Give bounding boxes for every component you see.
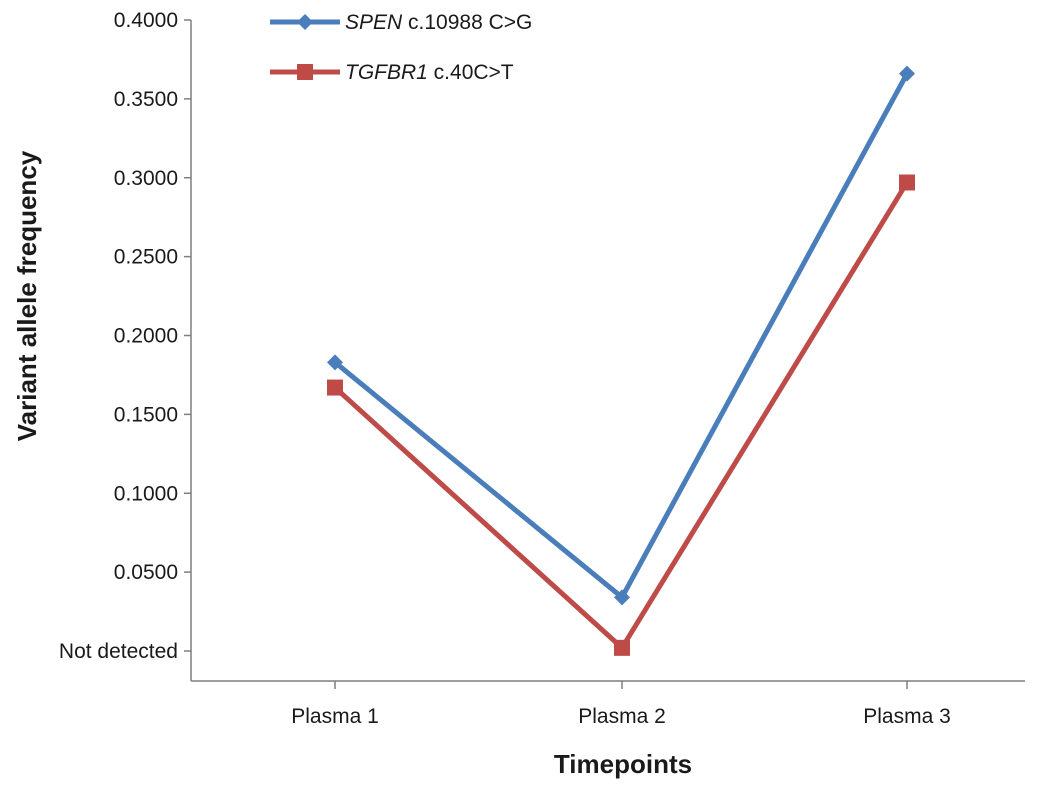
y-tick-label: Not detected [59, 640, 178, 663]
plot-area: 0.4000 0.3500 0.3000 0.2500 0.2000 0.1500 0.10… [59, 9, 1025, 728]
data-point-diamond [899, 65, 915, 82]
legend-marker-diamond [297, 14, 313, 30]
data-point-square [327, 379, 343, 396]
data-point-square [899, 174, 915, 191]
series-spen [327, 65, 915, 606]
legend-variant: c.10988 C>G [402, 11, 532, 34]
legend: SPEN c.10988 C>G TGFBR1 c.40C>T [270, 11, 532, 84]
y-tick-label: 0.3000 [114, 167, 178, 190]
y-tick-label: 0.1500 [114, 403, 178, 426]
legend-variant: c.40C>T [428, 61, 514, 84]
data-point-square [614, 639, 630, 656]
legend-label: TGFBR1 c.40C>T [345, 61, 514, 84]
y-axis-title: Variant allele frequency [12, 150, 42, 441]
x-tick-label: Plasma 1 [291, 705, 379, 728]
y-tick-label: 0.1000 [114, 482, 178, 505]
y-tick-label: 0.2500 [114, 246, 178, 269]
y-tick-label: 0.4000 [114, 9, 178, 32]
legend-marker-square [297, 64, 313, 80]
x-axis-ticks: Plasma 1 Plasma 2 Plasma 3 [291, 681, 951, 728]
legend-gene: TGFBR1 [345, 61, 428, 84]
series-line [333, 181, 910, 651]
legend-label: SPEN c.10988 C>G [345, 11, 532, 34]
y-tick-label: 0.3500 [114, 88, 178, 111]
x-tick-label: Plasma 3 [863, 705, 951, 728]
series-layer [327, 65, 915, 656]
legend-gene: SPEN [345, 11, 403, 34]
legend-item: SPEN c.10988 C>G [270, 11, 532, 34]
series-tgfbr1 [327, 174, 915, 656]
y-tick-label: 0.0500 [114, 561, 178, 584]
x-axis-title: Timepoints [554, 749, 692, 779]
legend-item: TGFBR1 c.40C>T [270, 61, 514, 84]
y-axis-ticks: 0.4000 0.3500 0.3000 0.2500 0.2000 0.1500 0.10… [59, 9, 191, 663]
y-tick-label: 0.2000 [114, 325, 178, 348]
data-point-diamond [327, 354, 343, 371]
data-point-diamond [614, 589, 630, 606]
x-tick-label: Plasma 2 [578, 705, 666, 728]
series-line [333, 72, 910, 600]
